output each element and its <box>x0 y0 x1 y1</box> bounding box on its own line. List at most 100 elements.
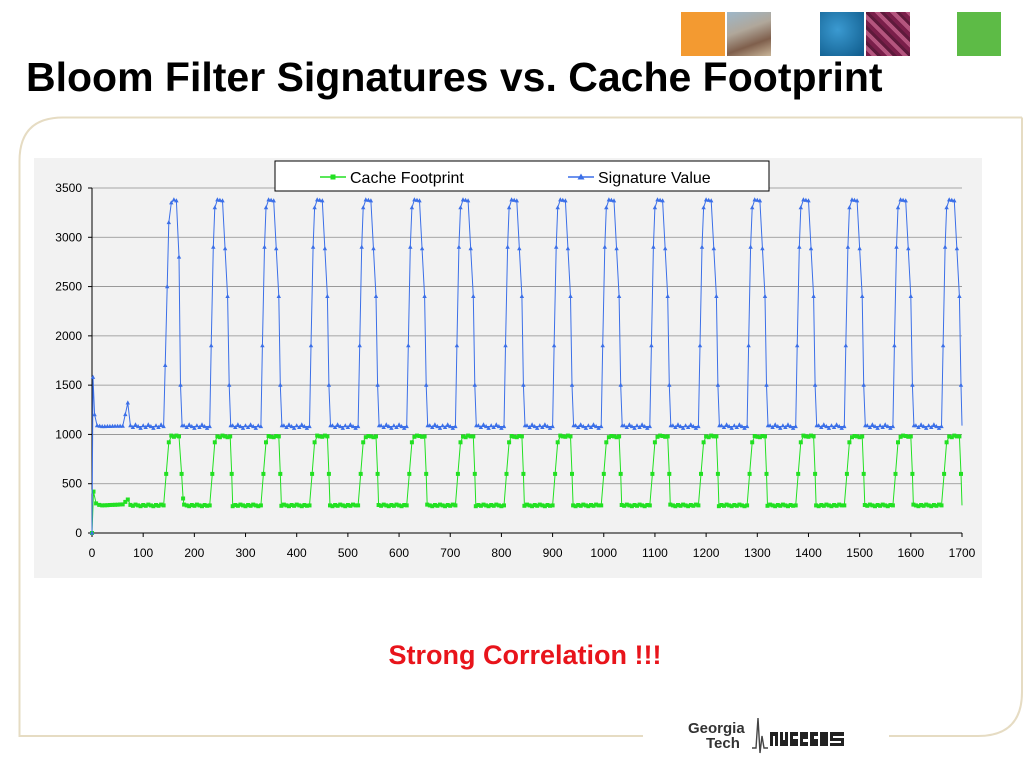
data-point <box>565 246 571 251</box>
data-point <box>502 503 506 508</box>
data-point <box>181 496 186 501</box>
data-point <box>92 412 97 417</box>
data-point <box>673 424 678 429</box>
data-point <box>763 434 767 439</box>
data-point <box>279 503 284 508</box>
data-point <box>954 246 960 251</box>
data-point <box>773 422 778 427</box>
data-point <box>240 425 246 430</box>
data-point <box>586 423 591 428</box>
data-point <box>164 471 169 476</box>
data-point <box>913 503 918 508</box>
data-point <box>430 504 435 509</box>
data-point <box>944 205 949 210</box>
data-point <box>903 198 908 203</box>
data-point <box>389 425 394 430</box>
data-point <box>737 422 742 427</box>
data-point <box>775 503 780 507</box>
data-point <box>284 424 289 429</box>
data-point <box>238 424 243 429</box>
data-point <box>578 422 583 427</box>
data-point <box>529 422 535 427</box>
data-point <box>359 244 364 249</box>
data-point <box>468 434 473 439</box>
data-point <box>711 434 716 439</box>
data-point <box>476 423 481 428</box>
data-point <box>294 502 299 507</box>
data-point <box>269 434 274 439</box>
data-point <box>854 198 860 203</box>
data-point <box>238 502 243 507</box>
data-point <box>435 424 440 429</box>
data-point <box>939 424 944 429</box>
data-point <box>375 382 380 387</box>
data-point <box>640 503 645 508</box>
chart-legend: Cache Footprint Signature Value <box>274 160 770 192</box>
data-point <box>757 435 762 440</box>
data-point <box>320 434 325 439</box>
data-point <box>619 503 624 507</box>
data-point <box>834 422 839 427</box>
data-point <box>908 293 913 298</box>
data-point <box>135 424 141 429</box>
data-point <box>831 424 837 429</box>
data-point <box>424 471 429 476</box>
data-point <box>668 502 673 507</box>
data-point <box>545 503 550 507</box>
data-point <box>453 424 458 429</box>
data-point <box>634 423 640 428</box>
series-layer <box>89 197 964 535</box>
data-point <box>602 244 607 249</box>
data-point <box>427 423 432 428</box>
data-point <box>404 424 409 429</box>
data-point <box>959 471 963 476</box>
data-point <box>762 293 768 298</box>
data-point <box>125 497 130 502</box>
data-point <box>699 471 703 476</box>
data-point <box>847 440 852 445</box>
data-point <box>918 422 924 427</box>
data-point <box>658 433 663 438</box>
data-point <box>133 502 138 507</box>
data-point <box>627 422 632 427</box>
data-point <box>576 424 581 429</box>
x-tick-label: 900 <box>543 546 563 560</box>
data-point <box>642 424 647 429</box>
data-point <box>944 440 949 445</box>
data-point <box>737 502 742 507</box>
data-point <box>271 435 276 440</box>
data-point <box>241 503 245 508</box>
data-point <box>573 504 578 509</box>
data-point <box>399 424 404 429</box>
data-point <box>821 503 826 508</box>
data-point <box>778 425 783 430</box>
x-tick-label: 1400 <box>795 546 822 560</box>
data-point <box>415 433 419 438</box>
data-point <box>872 424 878 429</box>
data-point <box>174 198 179 203</box>
data-point <box>292 503 297 508</box>
data-point <box>934 424 939 429</box>
data-point <box>617 434 622 439</box>
data-point <box>212 205 217 210</box>
data-point <box>276 434 281 439</box>
data-point <box>496 424 502 429</box>
data-point <box>614 246 619 251</box>
data-point <box>317 434 322 439</box>
data-point <box>571 503 576 508</box>
data-point <box>709 433 714 438</box>
data-point <box>422 434 427 439</box>
data-point <box>468 246 473 251</box>
data-point <box>118 502 123 507</box>
data-point <box>427 503 432 508</box>
data-point <box>374 434 378 439</box>
data-point <box>253 503 258 508</box>
data-point <box>102 503 107 508</box>
data-point <box>425 502 430 507</box>
data-point <box>670 503 675 508</box>
slide-subtitle: Strong Correlation !!! <box>388 640 662 670</box>
data-point <box>857 246 862 251</box>
data-point <box>599 424 604 429</box>
data-point <box>138 504 143 509</box>
data-point <box>563 198 568 203</box>
